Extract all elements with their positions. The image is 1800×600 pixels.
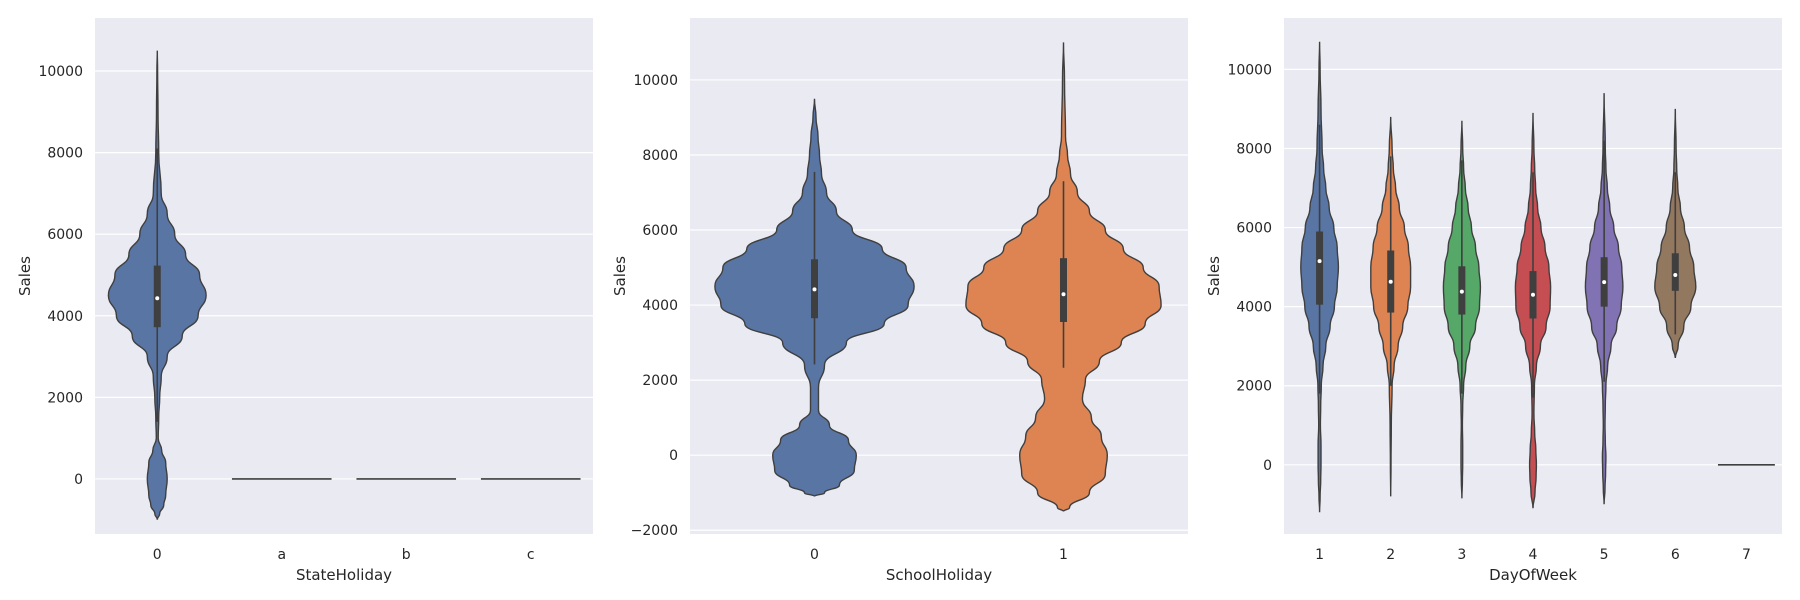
y-tick-label: 6000	[1236, 221, 1272, 237]
x-tick-label: 7	[1742, 547, 1751, 563]
y-tick-label: 4000	[47, 309, 83, 325]
x-tick-label: a	[277, 547, 286, 563]
y-tick-label: 4000	[1236, 300, 1272, 316]
y-tick-label: 6000	[642, 223, 678, 239]
violin-1-iqr-box	[1316, 231, 1324, 305]
violin-4-median	[1531, 292, 1535, 297]
chart-panel-3: 0 2000 4000 6000 8000 10000 1 2 3 4 5 6 7 DayOfWeek Sa…	[1205, 18, 1782, 584]
y-axis-label: Sales	[611, 256, 629, 296]
y-tick-label: 8000	[1236, 141, 1272, 157]
x-tick-label: 4	[1529, 547, 1538, 563]
y-tick-label: 0	[669, 448, 678, 464]
x-axis-label: SchoolHoliday	[886, 566, 992, 584]
violin-1-median	[1317, 259, 1322, 264]
y-tick-label: 4000	[642, 298, 678, 314]
violin-0-median	[812, 287, 817, 292]
x-tick-label: 0	[153, 547, 162, 563]
y-tick-label: 10000	[38, 64, 83, 80]
x-axis-label: DayOfWeek	[1489, 566, 1577, 584]
violin-6-median	[1673, 273, 1678, 278]
violin-6-iqr-box	[1671, 253, 1679, 291]
y-tick-label: −2000	[631, 523, 678, 539]
y-tick-label: 8000	[47, 146, 83, 162]
violin-0-median	[155, 296, 160, 301]
x-tick-label: 0	[810, 547, 819, 563]
x-tick-label: 1	[1059, 547, 1068, 563]
chart-panel-1: 0 2000 4000 6000 8000 10000 0 a b c StateHoliday Sa…	[16, 18, 593, 584]
y-tick-label: 2000	[642, 373, 678, 389]
x-axis-label: StateHoliday	[296, 566, 392, 584]
x-tick-label: 6	[1671, 547, 1680, 563]
y-tick-label: 0	[1263, 458, 1272, 474]
y-tick-label: 2000	[47, 390, 83, 406]
violin-2-median	[1388, 279, 1393, 284]
y-tick-label: 10000	[1227, 62, 1272, 78]
violin-1-median	[1061, 292, 1066, 297]
x-tick-label: 2	[1386, 547, 1395, 563]
x-tick-label: 3	[1457, 547, 1466, 563]
x-tick-label: b	[402, 547, 411, 563]
violin-5-median	[1602, 280, 1607, 285]
x-tick-label: 5	[1600, 547, 1609, 563]
violin-1-iqr-box	[1060, 258, 1067, 322]
y-tick-label: 6000	[47, 227, 83, 243]
x-tick-label: c	[527, 547, 535, 563]
chart-panel-2: −2000 0 2000 4000 6000 8000 10000 0 1 SchoolHolid…	[611, 18, 1188, 584]
y-axis-label: Sales	[16, 256, 34, 296]
violin-3-median	[1459, 289, 1464, 294]
y-tick-label: 8000	[642, 148, 678, 164]
y-axis-label: Sales	[1205, 256, 1223, 296]
y-tick-label: 0	[74, 472, 83, 488]
y-tick-label: 2000	[1236, 379, 1272, 395]
y-tick-label: 10000	[633, 73, 678, 89]
x-tick-label: 1	[1315, 547, 1324, 563]
